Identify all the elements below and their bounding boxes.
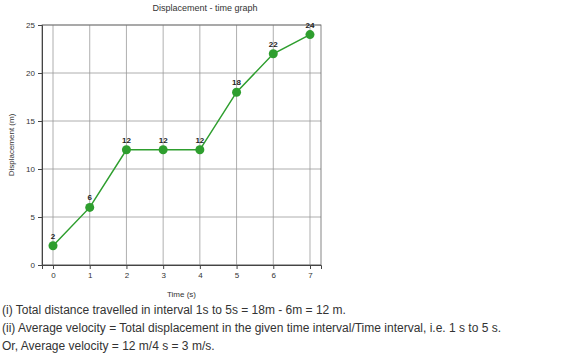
x-tick-label: 5 xyxy=(235,271,240,280)
data-label: 22 xyxy=(269,40,278,49)
y-tick: 15 xyxy=(26,117,42,126)
y-tick-mark xyxy=(38,265,42,266)
data-label: 12 xyxy=(122,136,131,145)
x-tick-mark xyxy=(53,265,54,269)
grid xyxy=(42,25,321,265)
grid-line-y xyxy=(42,73,321,74)
plot-frame xyxy=(42,25,321,265)
y-tick-mark xyxy=(38,73,42,74)
annotation: Or, Average velocity = 12 m/4 s = 3 m/s. xyxy=(2,339,215,353)
y-axis-line xyxy=(38,26,43,266)
x-tick: 2 xyxy=(125,265,130,280)
x-tick-label: 7 xyxy=(308,271,313,280)
y-tick-mark xyxy=(38,217,42,218)
x-tick-mark xyxy=(237,265,238,269)
grid-line-x xyxy=(199,25,200,265)
x-axis-line xyxy=(43,266,322,270)
x-tick-mark xyxy=(310,265,311,269)
y-tick-label: 10 xyxy=(26,165,35,174)
data-label: 24 xyxy=(306,21,315,30)
y-tick: 0 xyxy=(31,261,42,270)
grid-line-x xyxy=(126,25,127,265)
x-tick: 3 xyxy=(161,265,166,280)
data-label: 18 xyxy=(232,78,241,87)
y-tick-label: 5 xyxy=(31,213,36,222)
y-tick-mark xyxy=(38,25,42,26)
x-tick-mark xyxy=(163,265,164,269)
plot-marks xyxy=(49,30,315,250)
grid-line-y xyxy=(42,121,321,122)
y-tick-label: 0 xyxy=(31,261,36,270)
grid-line-y xyxy=(42,169,321,170)
x-tick: 4 xyxy=(198,265,203,280)
x-tick-label: 3 xyxy=(161,271,166,280)
x-tick: 7 xyxy=(308,265,313,280)
data-point xyxy=(85,203,94,212)
grid-line-x xyxy=(89,25,90,265)
y-tick-label: 15 xyxy=(26,117,35,126)
annotations: (i) Total distance travelled in interval… xyxy=(2,303,501,353)
y-tick: 5 xyxy=(31,213,42,222)
x-tick-mark xyxy=(200,265,201,269)
data-label: 6 xyxy=(87,193,92,202)
y-tick-mark xyxy=(38,169,42,170)
y-tick-label: 20 xyxy=(26,69,35,78)
data-point xyxy=(269,49,278,58)
annotation: (ii) Average velocity = Total displaceme… xyxy=(2,321,501,335)
y-tick-label: 25 xyxy=(26,21,35,30)
x-tick-label: 2 xyxy=(125,271,130,280)
y-tick: 25 xyxy=(26,21,42,30)
annotation: (i) Total distance travelled in interval… xyxy=(2,303,346,317)
y-tick: 10 xyxy=(26,165,42,174)
x-tick-mark xyxy=(90,265,91,269)
title: Displacement - time graph xyxy=(152,3,257,13)
x-tick-label: 1 xyxy=(88,271,93,280)
x-axis: 0 1 2 3 4 5 6 7 xyxy=(43,265,322,280)
data-label: 12 xyxy=(195,136,204,145)
grid-line-y xyxy=(42,217,321,218)
x-axis-title: Time (s) xyxy=(167,290,196,299)
x-tick: 1 xyxy=(88,265,93,280)
y-tick-mark xyxy=(38,121,42,122)
data-label: 2 xyxy=(51,232,56,241)
background xyxy=(0,0,580,358)
data-point xyxy=(122,145,131,154)
data-label: 12 xyxy=(159,136,168,145)
data-point xyxy=(305,30,314,39)
grid-line-x xyxy=(53,25,54,265)
grid-line-x xyxy=(309,25,310,265)
data-labels: 2 6 12 12 12 18 22 24 xyxy=(51,21,315,241)
x-tick-label: 4 xyxy=(198,271,203,280)
grid-line-x xyxy=(163,25,164,265)
x-tick: 0 xyxy=(51,265,56,280)
x-tick: 6 xyxy=(272,265,277,280)
y-tick: 20 xyxy=(26,69,42,78)
y-axis-title: Displacement (m) xyxy=(7,113,16,176)
y-axis: 0 5 10 15 20 25 xyxy=(26,21,42,270)
grid-line-x xyxy=(236,25,237,265)
x-tick: 5 xyxy=(235,265,240,280)
x-tick-label: 6 xyxy=(272,271,277,280)
data-line xyxy=(53,35,310,246)
data-point xyxy=(159,145,168,154)
x-tick-mark xyxy=(273,265,274,269)
grid-line-x xyxy=(273,25,274,265)
data-point xyxy=(232,88,241,97)
data-point xyxy=(195,145,204,154)
data-point xyxy=(49,241,58,250)
x-tick-mark xyxy=(126,265,127,269)
x-tick-label: 0 xyxy=(51,271,56,280)
